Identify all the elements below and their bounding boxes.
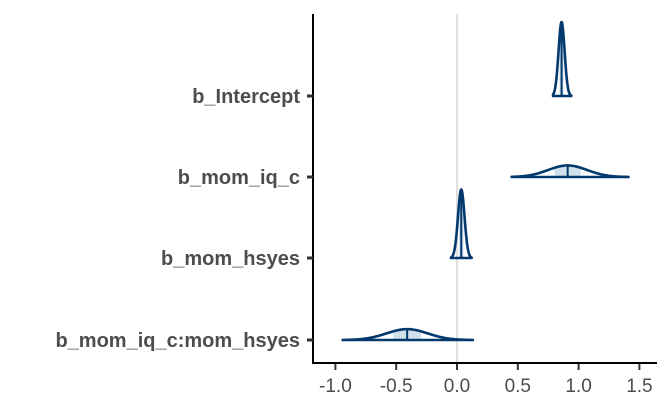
density-outline <box>341 327 475 342</box>
y-tick-label: b_mom_hsyes <box>161 248 300 270</box>
x-axis-ticks: -1.0 -0.5 0.0 0.5 1.0 1.5 <box>319 364 653 397</box>
y-tick-label: b_Intercept <box>192 86 300 108</box>
x-tick-label: 0.5 <box>505 376 531 397</box>
x-tick-label: 1.0 <box>565 376 591 397</box>
y-tick-label: b_mom_iq_c <box>178 167 300 189</box>
y-axis-ticks: b_Intercept b_mom_iq_c b_mom_hsyes b_mom_iq… <box>55 86 313 352</box>
density-areas <box>341 20 630 342</box>
y-tick-label: b_mom_iq_c:mom_hsyes <box>55 330 300 352</box>
density-outline <box>449 188 473 260</box>
density-outline <box>551 20 573 98</box>
x-tick-label: 0.0 <box>444 376 470 397</box>
x-tick-label: 1.5 <box>626 376 652 397</box>
x-tick-label: -0.5 <box>380 376 413 397</box>
density-outline <box>510 164 630 179</box>
x-tick-label: -1.0 <box>319 376 352 397</box>
